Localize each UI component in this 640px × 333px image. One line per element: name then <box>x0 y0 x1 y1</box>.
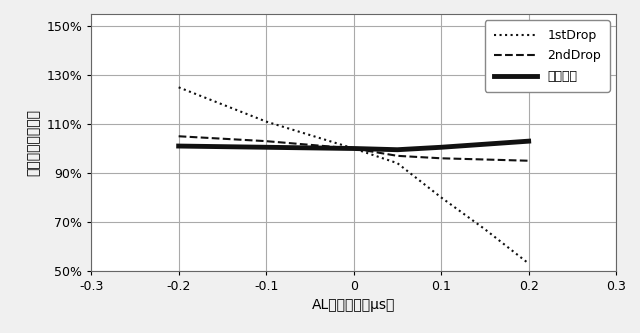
1stDrop <box>437 195 445 199</box>
1stDrop <box>175 85 182 89</box>
2ndDrop <box>350 147 358 151</box>
Y-axis label: 速度変化率［％］: 速度変化率［％］ <box>27 109 41 176</box>
X-axis label: ALのずれ量［μs］: ALのずれ量［μs］ <box>312 298 396 312</box>
合一液滴 <box>175 144 182 148</box>
1stDrop <box>394 161 401 165</box>
合一液滴 <box>262 145 270 149</box>
1stDrop <box>525 261 532 265</box>
合一液滴 <box>394 148 401 152</box>
1stDrop <box>350 147 358 151</box>
Legend: 1stDrop, 2ndDrop, 合一液滴: 1stDrop, 2ndDrop, 合一液滴 <box>485 20 610 92</box>
2ndDrop <box>437 156 445 160</box>
2ndDrop <box>262 139 270 143</box>
合一液滴 <box>350 147 358 151</box>
2ndDrop <box>525 159 532 163</box>
合一液滴 <box>437 145 445 149</box>
Line: 合一液滴: 合一液滴 <box>179 141 529 150</box>
1stDrop <box>262 120 270 124</box>
Line: 2ndDrop: 2ndDrop <box>179 136 529 161</box>
合一液滴 <box>525 139 532 143</box>
2ndDrop <box>175 134 182 138</box>
2ndDrop <box>394 154 401 158</box>
Line: 1stDrop: 1stDrop <box>179 87 529 263</box>
1stDrop <box>481 227 489 231</box>
